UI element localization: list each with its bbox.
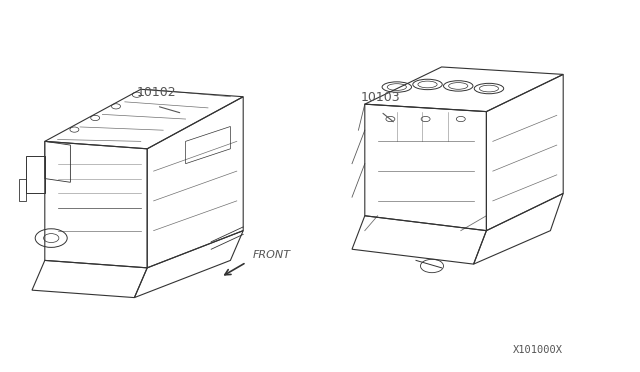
Text: X101000X: X101000X xyxy=(513,345,563,355)
Text: 10102: 10102 xyxy=(137,86,177,99)
Text: FRONT: FRONT xyxy=(253,250,291,260)
Text: 10103: 10103 xyxy=(361,91,401,104)
